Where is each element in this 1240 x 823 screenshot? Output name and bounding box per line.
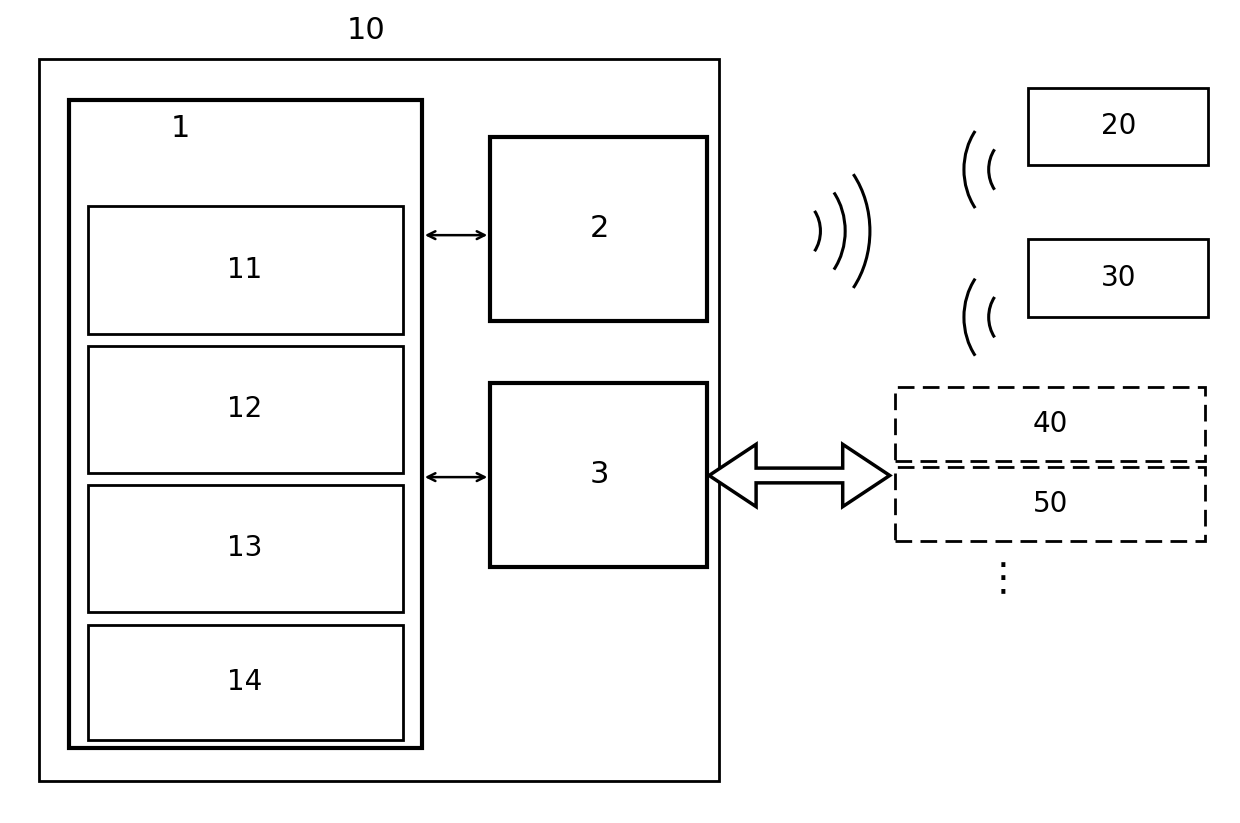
Bar [88, 486, 403, 612]
Bar [88, 207, 403, 333]
Text: 50: 50 [1033, 491, 1068, 518]
Text: 14: 14 [227, 668, 263, 696]
Text: 12: 12 [227, 395, 263, 423]
Bar [88, 346, 403, 473]
Bar [895, 387, 1205, 461]
Polygon shape [709, 444, 890, 507]
Text: 10: 10 [347, 16, 386, 44]
Text: 13: 13 [227, 534, 263, 562]
Text: 2: 2 [589, 214, 609, 243]
Text: 1: 1 [171, 114, 191, 143]
Text: 20: 20 [1101, 112, 1136, 140]
Bar [490, 383, 707, 567]
Bar [895, 467, 1205, 541]
Bar [1028, 87, 1208, 165]
Bar [490, 137, 707, 321]
Text: ⋮: ⋮ [985, 560, 1023, 598]
Bar [1028, 239, 1208, 317]
Text: 11: 11 [227, 256, 263, 284]
Bar [38, 58, 719, 780]
Bar [88, 625, 403, 740]
Text: 30: 30 [1101, 264, 1136, 292]
Text: 3: 3 [589, 460, 609, 489]
Bar [69, 100, 422, 748]
Text: 40: 40 [1033, 410, 1068, 438]
